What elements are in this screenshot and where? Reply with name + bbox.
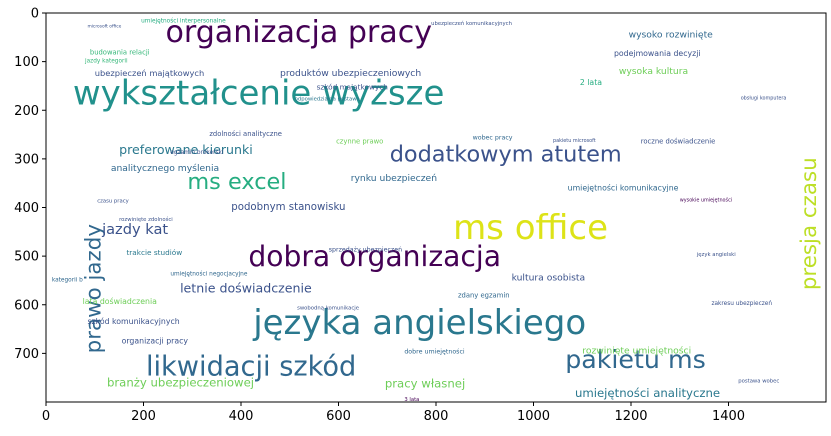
word-29: czynne prawo (336, 137, 383, 145)
y-tick-label-0: 0 (31, 7, 39, 22)
y-tick-label-4: 400 (14, 201, 39, 216)
y-axis: 0 100 200 300 400 500 600 700 (14, 7, 46, 362)
word-51: ubezpieczeń komunikacyjnych (431, 20, 512, 27)
word-27: szkód majątkowych (317, 82, 388, 91)
x-tick-label-4: 800 (424, 409, 449, 424)
word-15: pracy własnej (385, 376, 465, 390)
word-19: rynku ubezpieczeń (351, 173, 438, 184)
word-14: branży ubezpieczeniowej (107, 375, 254, 389)
word-43: umiejętności negocjacyjne (170, 271, 248, 278)
word-5: dobra organizacja (248, 240, 501, 273)
word-42: kategorii b (52, 277, 83, 283)
word-9: prawo jazdy (82, 224, 107, 354)
plot-area (46, 13, 826, 402)
word-58: swobodną komunikacje (297, 306, 359, 312)
word-20: wysoko rozwinięte (629, 29, 714, 40)
x-tick-label-3: 600 (326, 409, 351, 424)
word-50: egzamin brokerski (170, 150, 224, 156)
word-cloud: organizacja pracy wykształcenie wyższe dod… (52, 15, 822, 403)
word-16: umiejętności analityczne (575, 386, 720, 400)
word-2: dodatkowym atutem (390, 141, 622, 167)
word-30: wobec pracy (473, 134, 513, 141)
x-tick-label-6: 1200 (614, 409, 647, 424)
x-tick-label-2: 400 (229, 409, 254, 424)
word-1: wykształcenie wyższe (73, 73, 445, 113)
word-22: ubezpieczeń majątkowych (95, 68, 205, 78)
x-axis: 0 200 400 600 800 1000 1200 1400 (42, 402, 745, 424)
word-7: likwidacji szkód (146, 351, 356, 382)
word-41: dobre umiejętności (404, 347, 465, 355)
word-4: ms office (453, 208, 608, 248)
word-35: kultura osobista (512, 272, 586, 283)
word-25: wysoka kultura (619, 66, 688, 77)
y-tick-label-2: 200 (14, 104, 39, 119)
word-34: sprzedaży ubezpieczeń (329, 245, 402, 253)
word-26: 2 lata (580, 78, 602, 87)
x-tick-label-7: 1400 (712, 409, 745, 424)
word-24: podejmowania decyzji (614, 49, 701, 58)
word-31: roczne doświadczenie (641, 137, 716, 145)
word-11: preferowane kierunki (119, 142, 253, 157)
word-0: organizacja pracy (165, 15, 432, 50)
word-59: 3 lata (404, 397, 419, 403)
word-52: umiejętności interpersonalne (141, 18, 226, 25)
y-tick-label-6: 600 (14, 298, 39, 313)
word-32: umiejętności komunikacyjne (568, 183, 679, 192)
y-tick-label-1: 100 (14, 55, 39, 70)
word-36: lata doświadczenia (83, 297, 158, 306)
word-53: microsoft office (87, 24, 121, 30)
word-10: presja czasu (797, 157, 822, 290)
x-tick-label-0: 0 (42, 409, 50, 424)
word-12: jazdy kat (101, 221, 168, 238)
word-13: letnie doświadczenie (180, 281, 312, 296)
word-6: języka angielskiego (252, 303, 586, 343)
word-37: szkód komunikacyjnych (87, 317, 179, 326)
word-46: zakresu ubezpieczeń (711, 300, 772, 307)
word-40: rozwinięte umiejętności (582, 345, 691, 356)
word-44: rozwinięte zdolności (119, 216, 173, 223)
word-3: ms excel (187, 169, 286, 195)
y-tick-label-5: 500 (14, 250, 39, 265)
y-tick-label-7: 700 (14, 347, 39, 362)
word-39: zdany egzamin (458, 291, 510, 299)
word-33: trakcie studiów (126, 248, 182, 257)
word-28: zdolności analityczne (209, 130, 282, 138)
y-tick-label-3: 300 (14, 152, 39, 167)
word-55: odpowiedzialna postawa (295, 97, 360, 103)
word-18: analitycznego myślenia (111, 163, 219, 174)
word-23: budowania relacji (90, 48, 150, 56)
word-45: czasu pracy (97, 199, 129, 205)
word-56: pakietu microsoft (553, 138, 596, 144)
word-21: produktów ubezpieczeniowych (280, 68, 421, 79)
word-49: język angielski (696, 252, 736, 258)
word-17: podobnym stanowisku (231, 202, 345, 213)
word-57: obsługi komputera (741, 96, 787, 102)
word-8: pakietu ms (565, 345, 706, 374)
x-tick-label-1: 200 (131, 409, 156, 424)
word-54: jazdy kategorii (84, 59, 128, 65)
word-38: organizacji pracy (122, 337, 189, 346)
x-tick-label-5: 1000 (517, 409, 550, 424)
word-47: postawa wobec (738, 379, 779, 385)
word-48: wysokie umiejętności (680, 197, 732, 204)
